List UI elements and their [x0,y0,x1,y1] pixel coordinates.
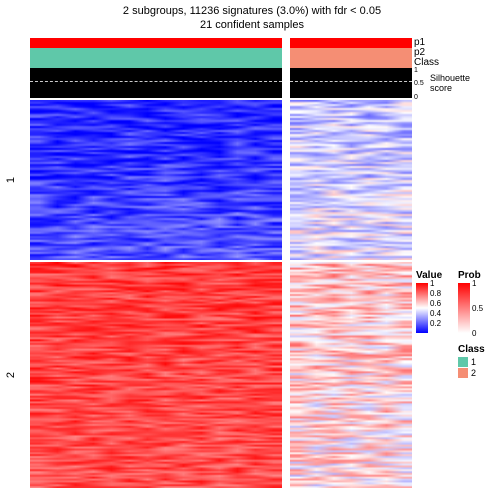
silhouette-label: Silhouettescore [430,74,470,94]
plot-area [30,38,412,494]
legend-title: Prob [458,270,481,281]
legend-swatch-label: 2 [471,368,476,378]
silhouette-right [290,68,412,98]
heatmap-c2-right [290,262,412,488]
legend-tick: 0.2 [430,320,441,328]
annot-Class-left [30,58,282,68]
annot-p2-left [30,48,282,58]
legend-swatch [458,357,468,367]
title-line-2: 21 confident samples [0,18,504,32]
legend-prob: Prob1 0.5 0 [458,270,481,335]
heatmap-c1-right [290,100,412,260]
legend-title: Class [458,344,485,355]
legend-class-item: 1 [458,357,485,367]
legend-colorbar [458,283,470,333]
silh-tick: 0 [414,94,418,101]
legend-tick: 0.8 [430,290,441,298]
column-group-right [290,38,412,494]
silhouette-left [30,68,282,98]
legend-class-item: 2 [458,368,485,378]
legend-tick: 0 [472,330,476,338]
legend-tick: 0.6 [430,300,441,308]
legend-tick: 1 [472,280,476,288]
legend-colorbar [416,283,428,333]
legend-tick: 1 [430,280,434,288]
annot-p2-right [290,48,412,58]
legend-tick: 0.4 [430,310,441,318]
legend-swatch-label: 1 [471,357,476,367]
row-cluster-label-1: 1 [5,177,17,183]
legend-value: Value10.80.60.40.2 [416,270,442,335]
legend-swatch [458,368,468,378]
annot-Class-right [290,58,412,68]
annot-p1-right [290,38,412,48]
column-group-left [30,38,282,494]
legend-tick: 0.5 [472,305,483,313]
row-cluster-label-2: 2 [5,372,17,378]
chart-title: 2 subgroups, 11236 signatures (3.0%) wit… [0,0,504,33]
silh-tick: 0.5 [414,80,424,87]
annot-p1-left [30,38,282,48]
heatmap-c1-left [30,100,282,260]
silh-tick: 1 [414,67,418,74]
legend-class: Class 12 [458,344,485,378]
heatmap-c2-left [30,262,282,488]
title-line-1: 2 subgroups, 11236 signatures (3.0%) wit… [0,4,504,18]
